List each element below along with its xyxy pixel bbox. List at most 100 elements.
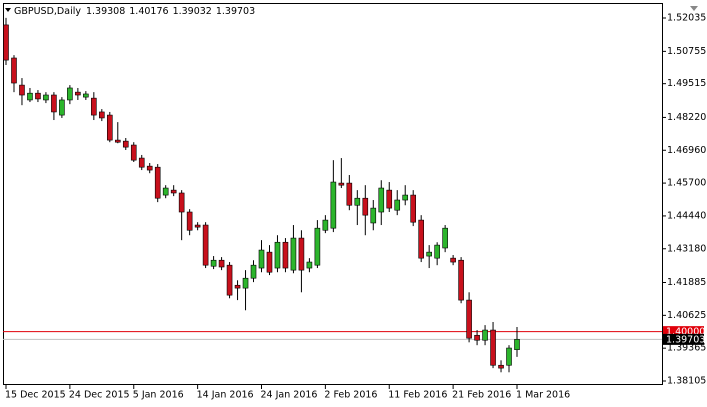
last-open: 1.39308: [86, 6, 125, 17]
candle-body: [306, 261, 313, 269]
candle-body: [83, 93, 89, 98]
y-tick-label: 1.38105: [667, 376, 706, 387]
y-tick-label: 1.39365: [667, 343, 706, 354]
x-tick-label: 2 Feb 2016: [324, 390, 377, 401]
candle-body: [410, 194, 417, 223]
candle-body: [226, 264, 233, 296]
candle-body: [290, 237, 297, 271]
candle-body: [122, 140, 129, 148]
menu-arrow[interactable]: [5, 8, 11, 12]
candle-body: [130, 144, 137, 161]
candle-body: [146, 165, 153, 171]
candle-body: [450, 257, 456, 263]
candle-body: [202, 224, 209, 266]
x-tick-label: 24 Dec 2015: [69, 390, 130, 401]
y-tick-label: 1.48220: [667, 112, 706, 123]
candle-body: [514, 339, 520, 350]
y-tick-label: 1.44440: [667, 210, 706, 221]
candle-body: [458, 259, 464, 301]
candle-body: [138, 157, 145, 168]
candle-body: [178, 192, 185, 213]
candle-body: [250, 264, 257, 279]
candle-body: [186, 211, 193, 231]
y-tick-label: 1.40625: [667, 310, 706, 321]
candle-body: [210, 259, 217, 267]
x-tick-label: 14 Jan 2016: [197, 390, 254, 401]
last-close: 1.39703: [216, 6, 255, 17]
candle-body: [442, 227, 448, 249]
candle-body: [426, 251, 432, 257]
y-tick-label: 1.49515: [667, 78, 706, 89]
candle-body: [506, 347, 512, 366]
candle-body: [354, 197, 361, 206]
x-tick-label: 15 Dec 2015: [5, 390, 66, 401]
y-tick-label: 1.46960: [667, 145, 706, 156]
symbol: GBPUSD,Daily: [14, 6, 81, 17]
candle-body: [338, 182, 345, 186]
candle-body: [370, 207, 377, 224]
candle-body: [106, 114, 113, 141]
price-label: 1.39703: [666, 334, 705, 345]
candle-body: [99, 111, 105, 119]
candle-body: [234, 284, 241, 289]
candle-body: [27, 92, 33, 101]
candle-body: [498, 364, 504, 369]
candle-body: [194, 224, 201, 228]
x-tick-label: 24 Jan 2016: [261, 390, 318, 401]
chart-header: GBPUSD,Daily 1.39308 1.40176 1.39032 1.39703: [14, 6, 255, 17]
candle-body: [282, 241, 289, 269]
candle-body: [218, 259, 225, 268]
candle-body: [154, 166, 161, 199]
candle-body: [466, 299, 472, 339]
candle-body: [258, 249, 265, 269]
price-box: [663, 333, 704, 345]
y-tick-label: 1.50755: [667, 46, 706, 57]
candle-body: [386, 189, 393, 209]
candle-body: [91, 97, 97, 116]
candle-body: [330, 181, 337, 229]
candle-body: [266, 251, 273, 273]
y-tick-label: 1.45700: [667, 178, 706, 189]
candle-body: [474, 334, 480, 341]
candle-body: [59, 99, 65, 116]
level-label: 1.40000: [666, 327, 705, 338]
candle-body: [482, 329, 488, 341]
candle-body: [298, 237, 305, 271]
candle-body: [314, 227, 321, 266]
y-tick-label: 1.43180: [667, 243, 706, 254]
candle-body: [274, 241, 281, 269]
candle-body: [402, 194, 409, 201]
candle-body: [242, 277, 249, 289]
scroll-marker: [690, 6, 698, 11]
candle-body: [3, 24, 9, 61]
candle-body: [322, 219, 329, 231]
candle-body: [490, 329, 496, 366]
candle-body: [170, 189, 177, 194]
level-box: [663, 326, 704, 338]
candle-body: [51, 94, 57, 113]
candle-body: [43, 94, 49, 101]
last-high: 1.40176: [129, 6, 168, 17]
candle-body: [19, 84, 25, 96]
candle-body: [346, 182, 353, 206]
candle-body: [114, 139, 121, 143]
candle-body: [362, 197, 369, 216]
x-tick-label: 1 Mar 2016: [516, 390, 570, 401]
candle-body: [75, 91, 81, 96]
candle-body: [67, 87, 73, 101]
y-tick-label: 1.52035: [667, 13, 706, 24]
candle-body: [394, 199, 401, 211]
x-tick-label: 11 Feb 2016: [388, 390, 447, 401]
last-low: 1.39032: [173, 6, 212, 17]
candle-body: [162, 187, 169, 196]
candle-body: [35, 92, 41, 100]
candle-body: [11, 57, 17, 84]
candle-body: [418, 219, 424, 259]
candle-body: [378, 187, 385, 213]
candle-body: [434, 244, 440, 259]
y-tick-label: 1.41885: [667, 277, 706, 288]
x-tick-label: 5 Jan 2016: [133, 390, 184, 401]
x-tick-label: 21 Feb 2016: [452, 390, 511, 401]
